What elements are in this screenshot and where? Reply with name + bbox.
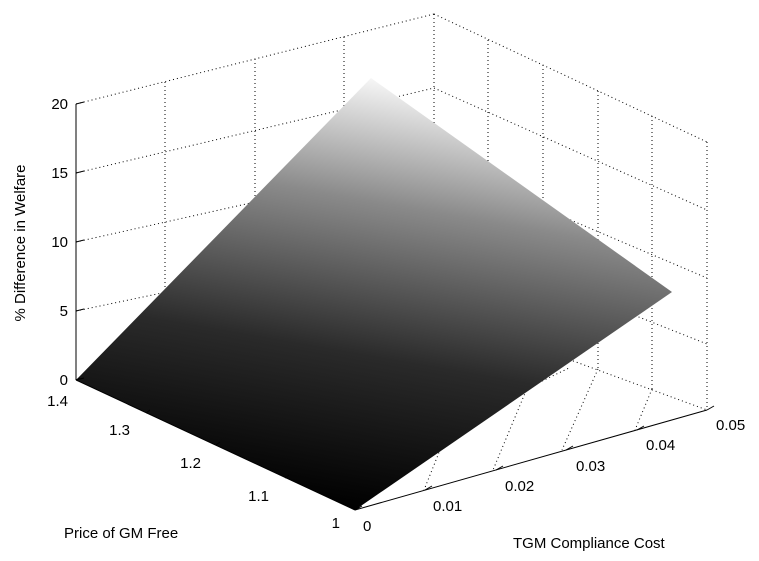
x-tick-label: 0.01 (433, 498, 462, 515)
y-tick-label: 1.1 (248, 488, 269, 505)
y-tick-label: 1.2 (180, 455, 201, 472)
z-tick-label: 0 (60, 372, 68, 389)
z-tick-label: 10 (51, 234, 68, 251)
z-tick-label: 5 (60, 303, 68, 320)
x-tick-label: 0 (363, 518, 371, 535)
x-axis-label: TGM Compliance Cost (513, 535, 666, 552)
z-axis-label: % Difference in Welfare (12, 164, 29, 321)
z-tick-label: 20 (51, 96, 68, 113)
y-axis-label: Price of GM Free (64, 525, 178, 542)
welfare-surface (76, 78, 672, 510)
y-tick-label: 1 (332, 515, 340, 532)
y-tick-label: 1.3 (109, 422, 130, 439)
y-tick-label: 1.4 (47, 393, 68, 410)
tick-marks (75, 101, 715, 511)
x-tick-label: 0.04 (646, 437, 675, 454)
x-tick-label: 0.03 (576, 458, 605, 475)
x-tick-label: 0.05 (716, 417, 745, 434)
x-tick-label: 0.02 (505, 478, 534, 495)
z-tick-label: 15 (51, 165, 68, 182)
